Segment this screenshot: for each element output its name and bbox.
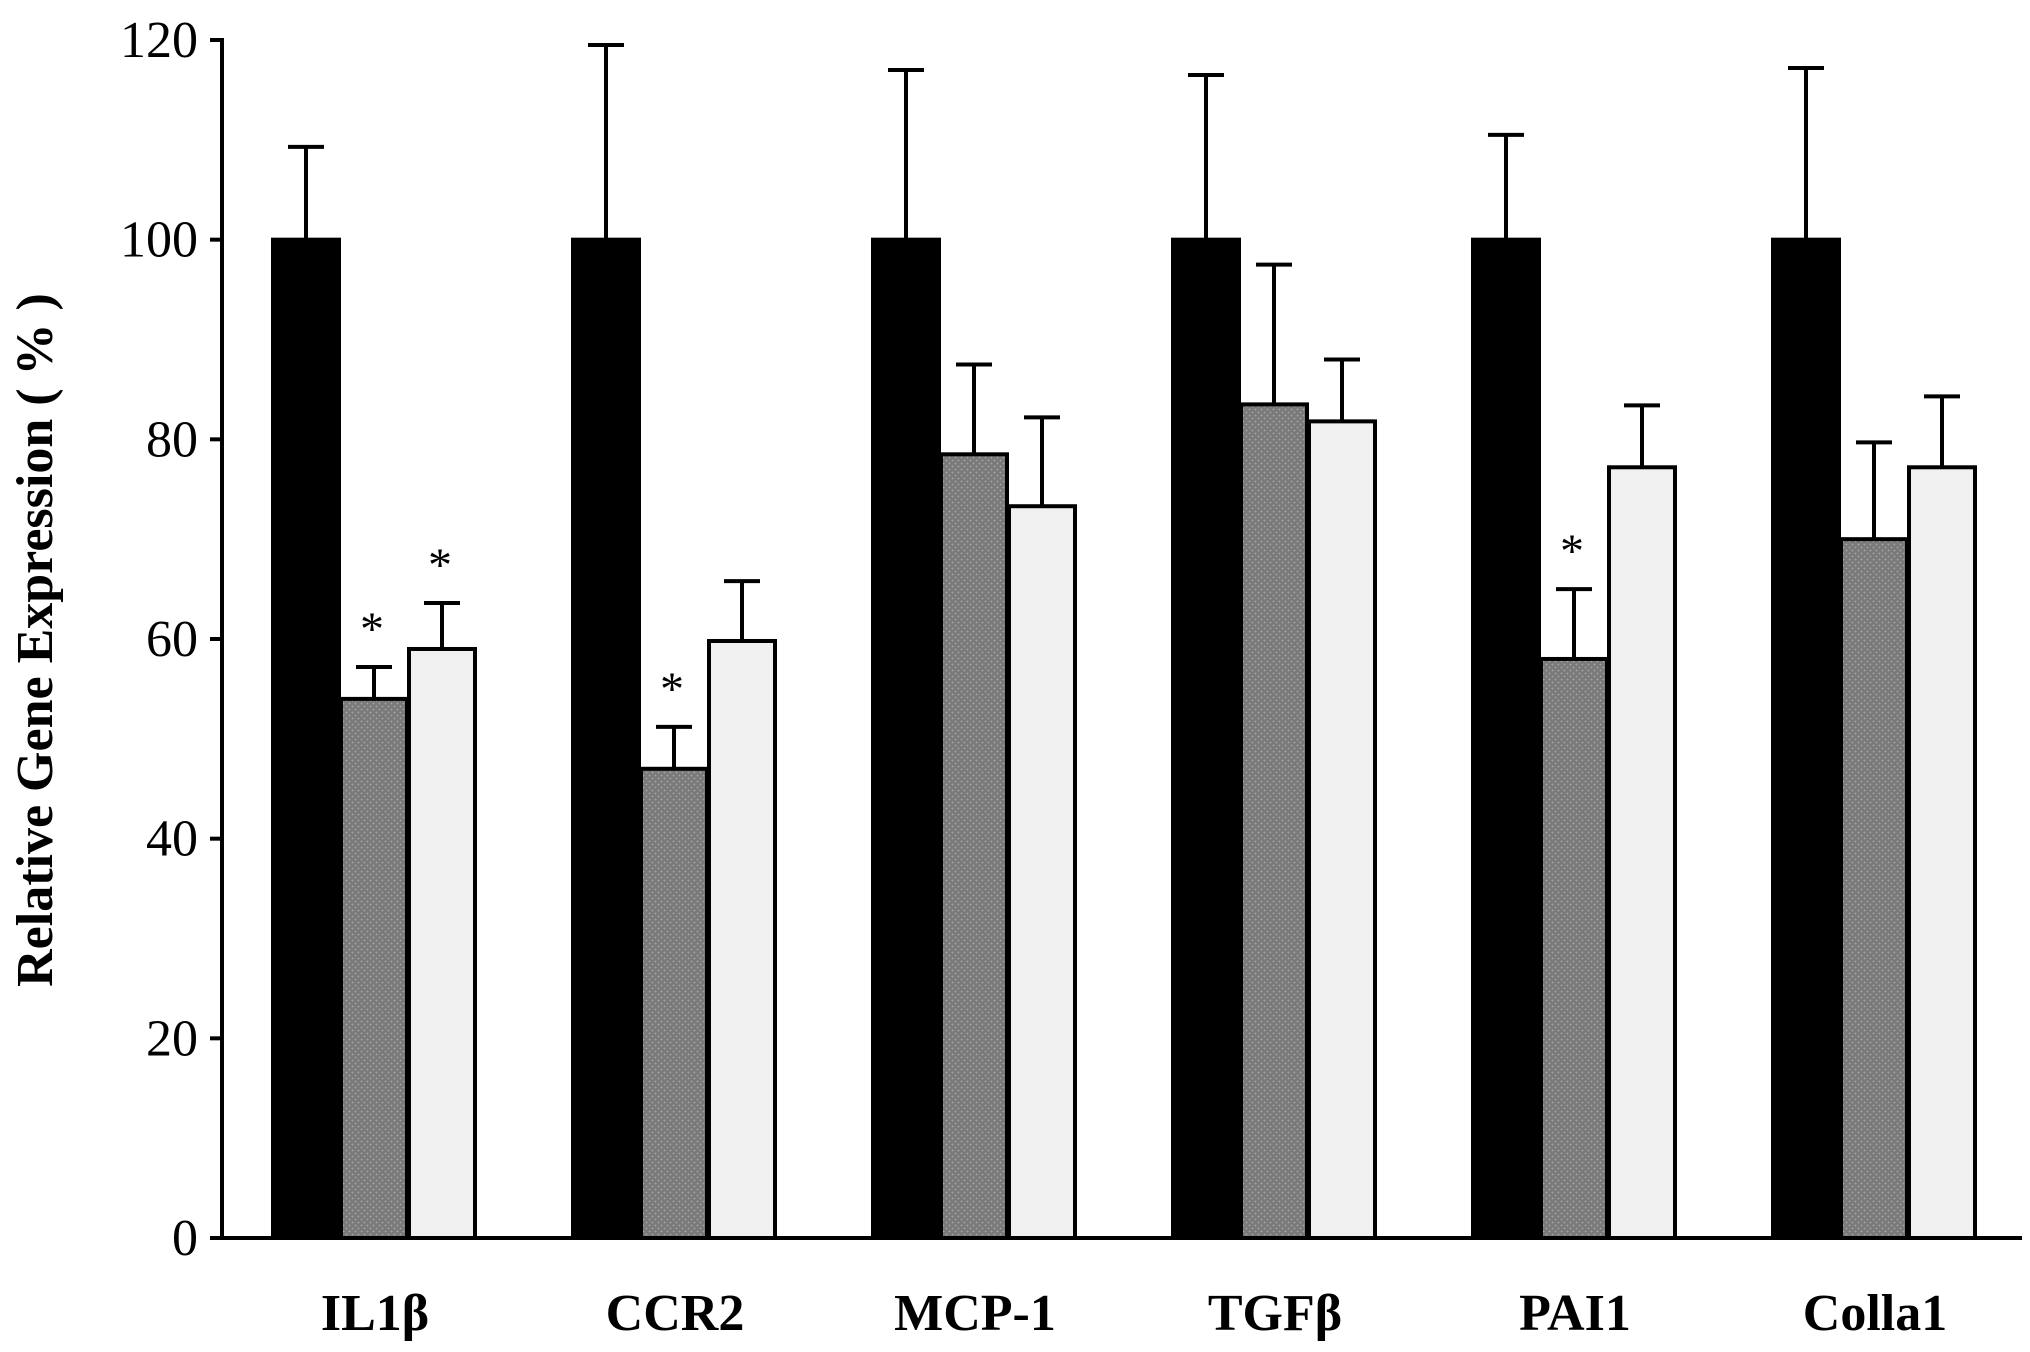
- y-tick-label: 20: [146, 1010, 198, 1067]
- y-tick-label: 60: [146, 611, 198, 668]
- bar: [939, 452, 1009, 1240]
- bar: [407, 646, 477, 1240]
- x-category-label: PAI1: [1519, 1285, 1631, 1342]
- y-axis-title-group: Relative Gene Expression ( % ): [7, 293, 64, 987]
- axes-layer: [220, 38, 2022, 1240]
- x-category-label: CCR2: [606, 1285, 745, 1342]
- bar: [1307, 419, 1377, 1240]
- x-category-label: IL1β: [321, 1285, 429, 1342]
- significance-star: *: [660, 663, 684, 716]
- y-tick-label: 120: [120, 12, 198, 69]
- x-labels-layer: IL1β CCR2 MCP-1 TGFβ PAI1 Colla1: [321, 1285, 1947, 1342]
- significance-star: *: [360, 603, 384, 656]
- y-axis-title: Relative Gene Expression ( % ): [7, 293, 64, 987]
- bar: [1239, 402, 1309, 1240]
- bar: [1471, 237, 1541, 1240]
- bar: [1007, 504, 1077, 1240]
- bar: [1539, 656, 1609, 1240]
- bar: [1907, 465, 1977, 1240]
- y-tick-label: 40: [146, 811, 198, 868]
- bar: [639, 766, 709, 1240]
- y-tick-label: 80: [146, 411, 198, 468]
- bar: [1771, 237, 1841, 1240]
- bar: [339, 696, 409, 1240]
- bars-layer: * * * *: [271, 42, 1977, 1240]
- bar: [871, 237, 941, 1240]
- bar: [1839, 537, 1909, 1240]
- bar: [271, 237, 341, 1240]
- bar: [1607, 465, 1677, 1240]
- y-tick-label: 0: [172, 1210, 198, 1267]
- bar: [1171, 237, 1241, 1240]
- bar: [707, 638, 777, 1240]
- y-tick-label: 100: [120, 212, 198, 269]
- significance-star: *: [428, 539, 452, 592]
- y-ticks-layer: 0 20 40 60 80 100 120: [120, 12, 222, 1267]
- x-category-label: MCP-1: [894, 1285, 1056, 1342]
- x-category-label: TGFβ: [1208, 1285, 1342, 1342]
- significance-star: *: [1560, 525, 1584, 578]
- x-category-label: Colla1: [1803, 1285, 1947, 1342]
- bar: [571, 237, 641, 1240]
